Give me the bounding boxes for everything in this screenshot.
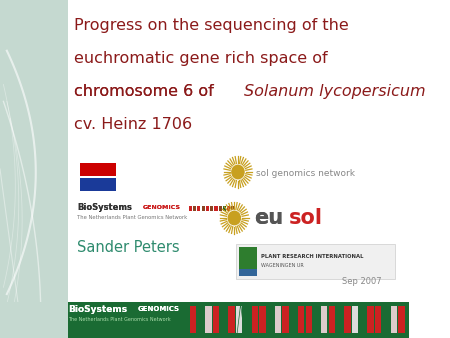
Bar — [398, 306, 405, 333]
Text: The Netherlands Plant Genomics Network: The Netherlands Plant Genomics Network — [77, 215, 188, 220]
Bar — [306, 306, 312, 333]
Text: BioSystems: BioSystems — [77, 203, 132, 213]
Bar — [239, 247, 257, 276]
Bar — [206, 206, 209, 211]
Bar — [213, 306, 219, 333]
Bar — [383, 306, 389, 333]
Bar — [202, 206, 205, 211]
Circle shape — [228, 211, 240, 225]
Text: GENOMICS: GENOMICS — [138, 306, 180, 312]
Text: WAGENINGEN UR: WAGENINGEN UR — [261, 263, 303, 268]
Text: GENOMICS: GENOMICS — [142, 205, 180, 210]
Circle shape — [232, 165, 244, 179]
Text: BioSystems: BioSystems — [68, 306, 127, 314]
Text: Solanum lycopersicum: Solanum lycopersicum — [244, 84, 426, 99]
Bar — [219, 206, 222, 211]
Bar — [236, 244, 395, 279]
Bar — [236, 306, 243, 333]
Bar — [0, 302, 409, 338]
Bar — [210, 206, 213, 211]
Bar — [239, 269, 257, 276]
Text: Progress on the sequencing of the: Progress on the sequencing of the — [74, 18, 349, 33]
Bar — [80, 163, 116, 176]
Text: chromosome 6 of: chromosome 6 of — [74, 84, 219, 99]
Text: sol genomics network: sol genomics network — [256, 169, 355, 177]
Bar — [352, 306, 358, 333]
Text: GENOMICS: GENOMICS — [138, 306, 180, 312]
Bar — [223, 206, 226, 211]
Bar — [229, 306, 235, 333]
Text: chromosome 6 of: chromosome 6 of — [74, 84, 219, 99]
Text: sol: sol — [288, 208, 323, 228]
Bar — [360, 306, 366, 333]
Bar — [190, 306, 196, 333]
Bar — [252, 306, 258, 333]
Text: BioSystems: BioSystems — [77, 203, 132, 213]
Bar — [189, 206, 192, 211]
Circle shape — [229, 212, 240, 224]
Bar — [267, 306, 273, 333]
Text: eu: eu — [254, 208, 284, 228]
Bar — [367, 306, 374, 333]
Bar — [290, 306, 297, 333]
Bar — [283, 306, 289, 333]
Bar — [313, 306, 320, 333]
Text: PLANT RESEARCH INTERNATIONAL: PLANT RESEARCH INTERNATIONAL — [261, 254, 363, 259]
Bar — [375, 306, 382, 333]
Bar — [274, 306, 281, 333]
Bar — [298, 306, 304, 333]
Bar — [220, 306, 227, 333]
Circle shape — [231, 164, 245, 180]
Text: GENOMICS: GENOMICS — [142, 205, 180, 210]
Bar — [0, 302, 68, 338]
Text: Sep 2007: Sep 2007 — [342, 276, 382, 286]
Bar — [227, 206, 230, 211]
Bar — [406, 306, 412, 333]
Text: cv. Heinz 1706: cv. Heinz 1706 — [74, 117, 193, 132]
Circle shape — [227, 210, 242, 226]
Text: The Netherlands Plant Genomics Network: The Netherlands Plant Genomics Network — [68, 317, 171, 322]
Bar — [205, 306, 212, 333]
Bar — [198, 306, 204, 333]
Bar — [231, 206, 234, 211]
Circle shape — [233, 166, 243, 178]
Bar — [214, 206, 217, 211]
Bar — [0, 0, 68, 338]
Bar — [329, 306, 335, 333]
Bar — [321, 306, 328, 333]
Bar — [344, 306, 351, 333]
Bar — [391, 306, 397, 333]
Bar — [80, 178, 116, 191]
Text: BioSystems: BioSystems — [68, 306, 127, 314]
Bar — [259, 306, 266, 333]
Bar — [414, 306, 420, 333]
Bar — [197, 206, 201, 211]
Bar — [337, 306, 343, 333]
Text: Sander Peters: Sander Peters — [77, 241, 180, 256]
Bar — [244, 306, 250, 333]
Text: euchromatic gene rich space of: euchromatic gene rich space of — [74, 51, 328, 66]
Text: eu: eu — [254, 208, 284, 228]
Bar — [193, 206, 196, 211]
